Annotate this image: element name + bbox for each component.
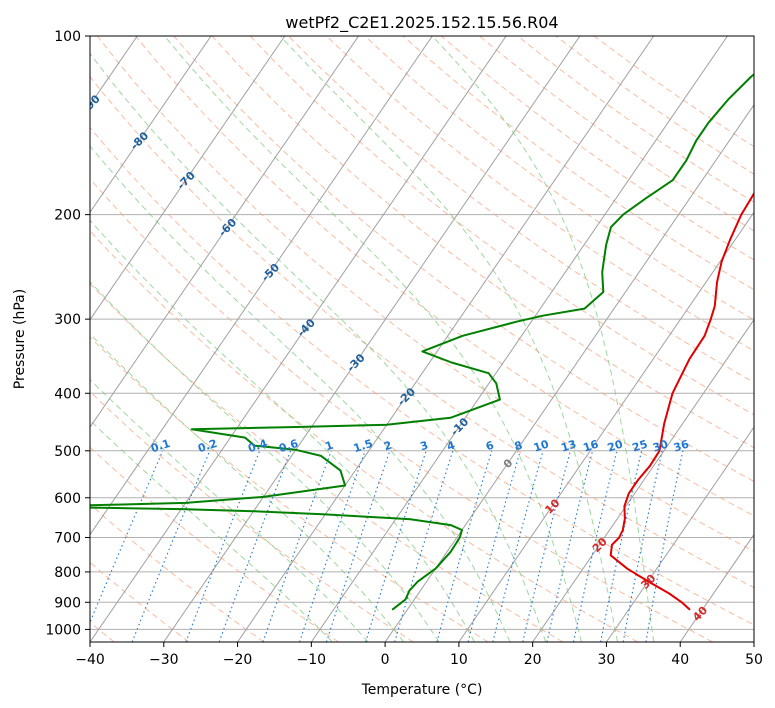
mixing-ratio-line [645, 450, 684, 642]
plot-frame [89, 35, 755, 643]
mixing-ratio-label: 0.1 [149, 437, 172, 455]
mixing-ratio-line [325, 450, 391, 642]
mixing-ratio-label: 0.2 [196, 437, 219, 455]
isotherm-line [90, 36, 359, 429]
y-tick-label: 600 [54, 491, 81, 507]
isotherm-line [753, 641, 754, 642]
dry-adiabat [90, 446, 339, 642]
isotherm-line [458, 211, 754, 642]
y-axis-ticks: 100 200 300 400 500 600 700 800 900 1000 [45, 29, 90, 638]
moist-adiabat [90, 145, 511, 642]
x-tick-label: −10 [297, 652, 327, 668]
isotherm-line [163, 36, 581, 642]
dry-adiabat [90, 282, 564, 642]
mixing-ratio-line [622, 450, 663, 642]
mixing-ratio-lines [90, 450, 684, 642]
isotherm-line [310, 36, 728, 642]
moist-adiabats [90, 36, 655, 642]
moist-adiabat [164, 36, 582, 642]
moist-adiabat [90, 219, 475, 642]
y-tick-label: 400 [54, 386, 81, 402]
moist-adiabat [279, 36, 618, 642]
isotherm-line [90, 36, 286, 321]
moist-adiabat [90, 333, 404, 642]
skewed-isotherms [0, 36, 754, 642]
mixing-ratio-line [600, 450, 643, 642]
y-tick-label: 900 [54, 595, 81, 611]
mixing-ratio-label: 0.4 [246, 437, 269, 455]
mixing-ratio-label: 25 [631, 437, 650, 454]
dewpoint-profile-line [90, 73, 754, 611]
mixing-ratio-label: 3 [419, 439, 430, 454]
isotherm-line [90, 36, 433, 536]
temperature-profile-line [609, 191, 754, 611]
x-tick-label: −20 [223, 652, 253, 668]
mixing-ratio-line [185, 450, 261, 642]
dry-adiabat [90, 75, 754, 589]
isotherm-line [679, 533, 754, 642]
y-tick-label: 100 [54, 29, 81, 45]
y-tick-label: 700 [54, 531, 81, 547]
y-tick-label: 300 [54, 312, 81, 328]
mixing-ratio-label: 6 [484, 439, 496, 454]
x-tick-label: 50 [745, 652, 763, 668]
mixing-ratio-label: 0.6 [277, 437, 300, 455]
dry-adiabat [211, 36, 754, 449]
mixing-ratio-line [436, 450, 493, 642]
y-tick-label: 1000 [45, 622, 81, 638]
isotherm-line [237, 36, 655, 642]
isotherm-line [384, 103, 754, 642]
mixing-ratio-label: 2 [382, 439, 393, 454]
moist-adiabat [90, 281, 440, 642]
mixing-ratio-label: 8 [513, 439, 524, 454]
mixing-ratio-line [467, 450, 521, 642]
y-tick-label: 500 [54, 444, 81, 460]
pressure-grid [90, 36, 754, 630]
y-tick-label: 800 [54, 565, 81, 581]
moist-adiabat [431, 36, 655, 642]
mixing-ratio-label: 36 [672, 437, 691, 454]
mixing-ratio-label: 1.5 [352, 437, 375, 455]
isotherm-line [606, 426, 754, 642]
x-axis-title: Temperature (°C) [361, 682, 483, 698]
x-tick-label: −30 [149, 652, 179, 668]
moist-adiabat [90, 52, 547, 642]
dry-adiabat [173, 36, 754, 483]
mixing-ratio-line [365, 450, 427, 642]
isotherm-label: -100 [25, 58, 54, 87]
dry-adiabat [326, 36, 754, 352]
mixing-ratio-label: 16 [582, 437, 601, 454]
x-tick-label: −40 [75, 652, 105, 668]
mixing-ratio-label: 30 [651, 437, 670, 454]
mixing-ratio-label: 4 [445, 439, 457, 454]
isotherm-line [0, 36, 63, 642]
x-tick-label: 30 [598, 652, 616, 668]
mixing-ratio-label: 10 [532, 437, 551, 454]
chart-title: wetPf2_C2E1.2025.152.15.56.R04 [285, 13, 558, 33]
mixing-ratio-label: 20 [606, 437, 625, 454]
dry-adiabat [90, 503, 265, 642]
mixing-ratio-line [218, 450, 292, 642]
sounding-profiles [90, 73, 754, 611]
y-tick-label: 200 [54, 208, 81, 224]
dry-adiabat [135, 36, 754, 517]
x-tick-label: 10 [450, 652, 468, 668]
mixing-ratio-label: 1 [324, 439, 335, 454]
x-tick-label: 40 [671, 652, 689, 668]
x-tick-label: 0 [381, 652, 390, 668]
plot-background [90, 36, 754, 642]
isotherm-line [90, 36, 212, 214]
dry-adiabat [364, 36, 754, 321]
dry-adiabat [90, 230, 639, 642]
x-tick-label: 20 [524, 652, 542, 668]
x-axis-ticks: −40 −30 −20 −10 0 10 20 30 40 50 [75, 642, 763, 668]
y-axis-title: Pressure (hPa) [12, 289, 28, 389]
mixing-ratio-line [394, 450, 454, 642]
isotherm-line [532, 318, 754, 642]
isotherm-line [90, 36, 507, 642]
moist-adiabat [90, 378, 369, 642]
mixing-ratio-label: 13 [559, 437, 578, 454]
dry-adiabat [90, 126, 754, 626]
